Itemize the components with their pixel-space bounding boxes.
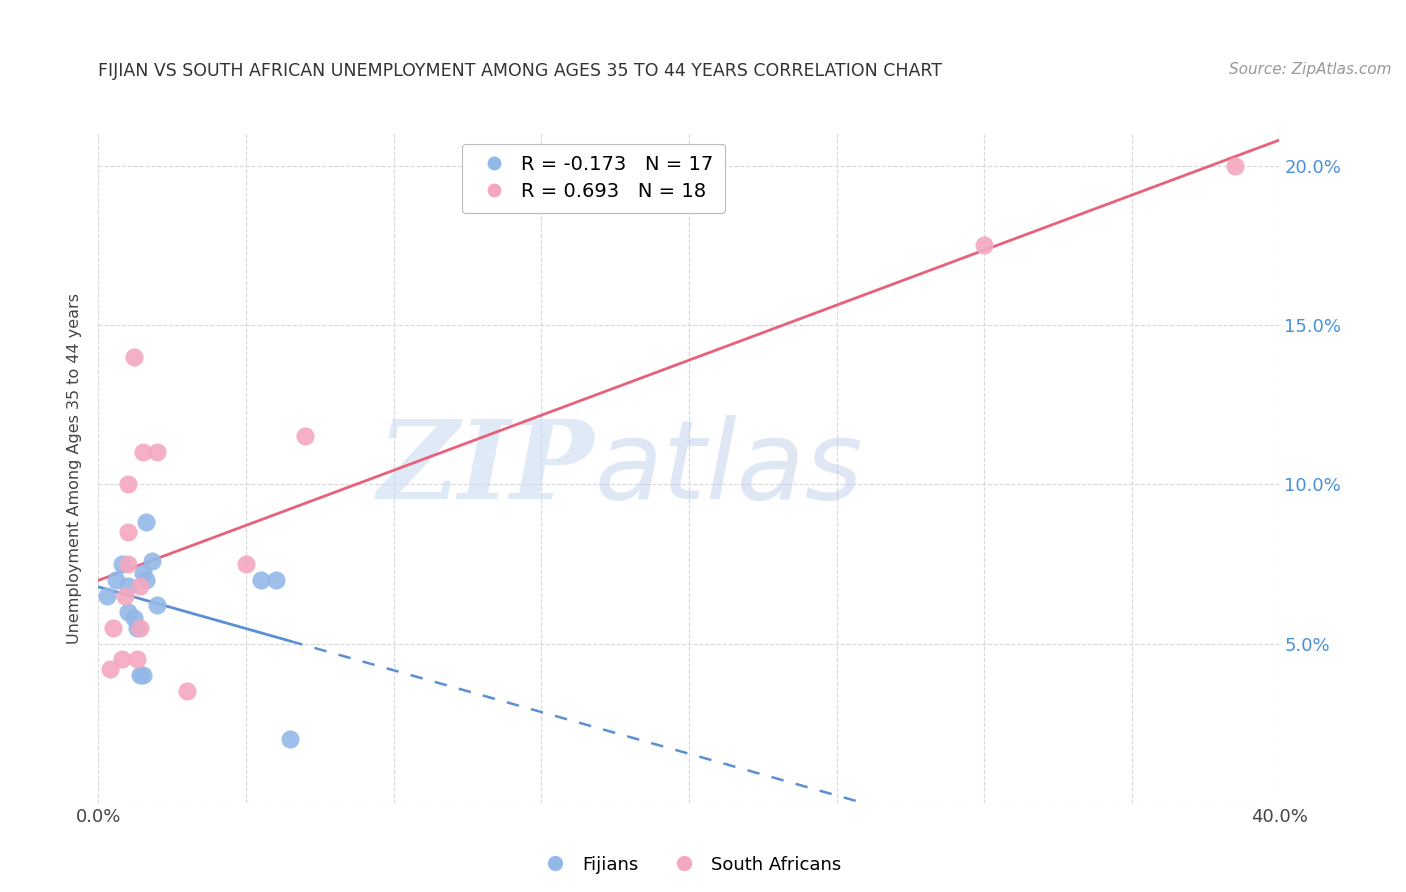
Point: [122, 350, 145, 364]
Point: [146, 445, 169, 459]
Point: [264, 573, 287, 587]
Point: [117, 605, 139, 619]
Point: [98, 662, 121, 676]
Point: [111, 557, 134, 571]
Point: [235, 557, 257, 571]
Text: ZIP: ZIP: [378, 415, 595, 522]
Point: [128, 579, 150, 593]
Point: [128, 621, 150, 635]
Point: [117, 557, 139, 571]
Point: [132, 668, 155, 682]
Legend: Fijians, South Africans: Fijians, South Africans: [530, 848, 848, 880]
Y-axis label: Unemployment Among Ages 35 to 44 years: Unemployment Among Ages 35 to 44 years: [67, 293, 83, 644]
Point: [132, 566, 155, 581]
Point: [176, 684, 198, 698]
Point: [105, 573, 128, 587]
Point: [103, 621, 125, 635]
Point: [114, 589, 136, 603]
Text: atlas: atlas: [595, 415, 863, 522]
Point: [117, 477, 139, 491]
Point: [135, 573, 157, 587]
Text: Source: ZipAtlas.com: Source: ZipAtlas.com: [1229, 62, 1392, 78]
Point: [250, 573, 273, 587]
Point: [135, 516, 157, 530]
Point: [294, 429, 316, 443]
Point: [125, 652, 148, 666]
Point: [128, 668, 150, 682]
Point: [111, 652, 134, 666]
Point: [122, 611, 145, 625]
Point: [117, 579, 139, 593]
Point: [973, 238, 995, 252]
Point: [132, 445, 155, 459]
Point: [141, 554, 163, 568]
Point: [278, 732, 302, 747]
Point: [1223, 159, 1246, 173]
Point: [125, 621, 148, 635]
Point: [146, 599, 169, 613]
Text: FIJIAN VS SOUTH AFRICAN UNEMPLOYMENT AMONG AGES 35 TO 44 YEARS CORRELATION CHART: FIJIAN VS SOUTH AFRICAN UNEMPLOYMENT AMO…: [98, 62, 942, 80]
Point: [96, 589, 118, 603]
Point: [117, 524, 139, 539]
